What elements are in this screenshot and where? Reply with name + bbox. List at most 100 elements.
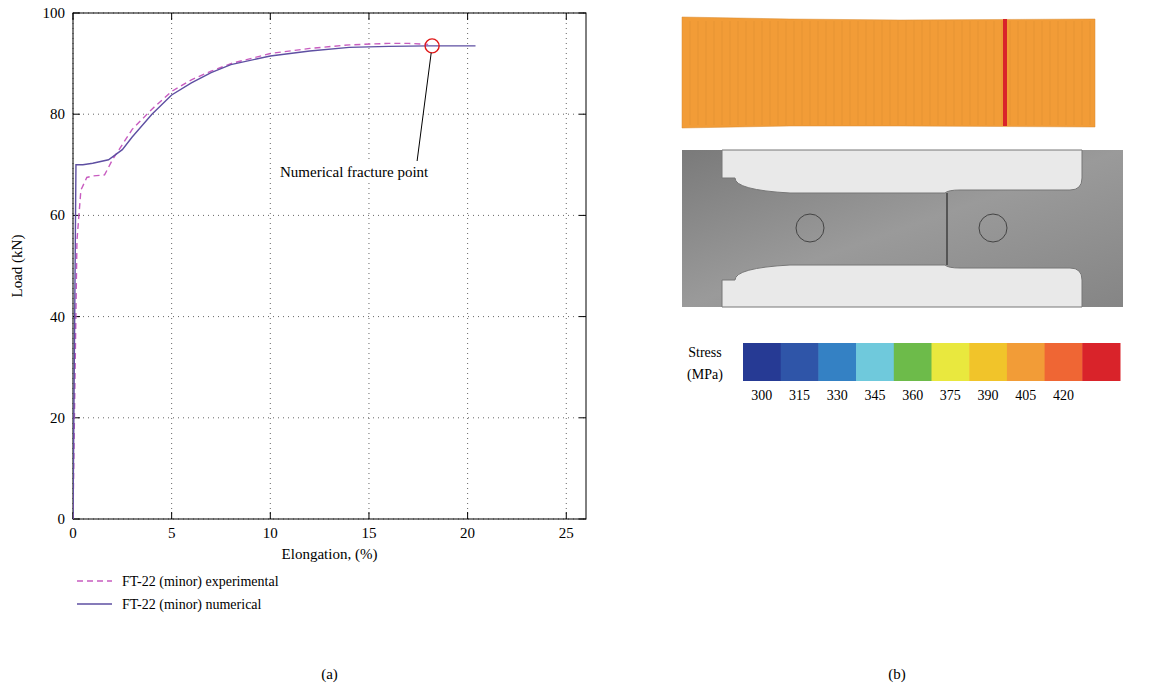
colorbar-cell [894, 343, 932, 381]
tick-label-y: 80 [50, 106, 65, 122]
tick-y [579, 215, 586, 216]
colorbar-cell [781, 343, 819, 381]
mesh-line [906, 21, 907, 125]
tick-label-x: 20 [460, 525, 475, 541]
panel-a: 0510152025020406080100Elongation, (%)Loa… [9, 5, 586, 683]
mesh-line [898, 21, 899, 125]
mesh-line [1026, 21, 1027, 125]
mesh-line [1074, 21, 1075, 125]
colorbar-cell [1082, 343, 1120, 381]
y-axis-title: Load (kN) [9, 235, 26, 298]
mesh-line [698, 21, 699, 125]
mesh-line [890, 21, 891, 125]
photo-circle [796, 214, 824, 242]
mesh-line [778, 21, 779, 125]
annotation-text: Numerical fracture point [280, 164, 429, 180]
tick-x [467, 13, 468, 20]
mesh-line [946, 21, 947, 125]
mesh-line [1010, 21, 1011, 125]
colorbar-tick-label: 315 [789, 388, 810, 403]
mesh-line [794, 21, 795, 125]
series-line [73, 43, 428, 519]
mesh-line [746, 21, 747, 125]
colorbar-tick-label: 360 [902, 388, 923, 403]
tick-x [566, 512, 567, 519]
tick-label-y: 40 [50, 309, 65, 325]
colorbar-tick-label: 390 [978, 388, 999, 403]
tick-label-x: 15 [361, 525, 376, 541]
colorbar-tick-label: 405 [1015, 388, 1036, 403]
mesh-line [754, 21, 755, 125]
tick-label-x: 5 [168, 525, 176, 541]
tick-y [579, 519, 586, 520]
tick-y [579, 316, 586, 317]
mesh-line [762, 21, 763, 125]
colorbar-tick-label: 345 [864, 388, 885, 403]
series-group [73, 43, 476, 519]
mesh-line [874, 21, 875, 125]
grid-line-x [171, 13, 172, 519]
photo [682, 150, 1123, 307]
grid-line-y [73, 316, 586, 317]
annotation-leader [417, 53, 431, 161]
tick-x [368, 512, 369, 519]
tick-x [171, 13, 172, 20]
mesh-line [1066, 21, 1067, 125]
mesh-line [706, 21, 707, 125]
tick-x [270, 512, 271, 519]
grid-line-y [73, 114, 586, 115]
tick-x [368, 13, 369, 20]
fracture-line [1003, 19, 1007, 126]
legend-label: FT-22 (minor) experimental [122, 574, 279, 590]
colorbar-tick-label: 375 [940, 388, 961, 403]
mesh-line [962, 21, 963, 125]
mesh-line [834, 21, 835, 125]
colorbar-title: Stress [688, 345, 721, 360]
mesh-line [986, 21, 987, 125]
tick-label-x: 25 [559, 525, 574, 541]
figure: 0510152025020406080100Elongation, (%)Loa… [0, 0, 1154, 689]
mesh-line [938, 21, 939, 125]
mesh-line [1082, 21, 1083, 125]
photo-clamp-top [722, 150, 1082, 193]
mesh-line [730, 21, 731, 125]
tick-x [270, 13, 271, 20]
grid-line-x [368, 13, 369, 519]
tick-y [73, 13, 80, 14]
legend-swatch [77, 580, 112, 581]
tick-x [566, 13, 567, 20]
colorbar-cell [818, 343, 856, 381]
colorbar-cell [1007, 343, 1045, 381]
tick-y [579, 417, 586, 418]
mesh-line [786, 21, 787, 125]
x-axis-title: Elongation, (%) [282, 546, 378, 563]
mesh-line [866, 21, 867, 125]
grid-line-x [270, 13, 271, 519]
photo-clamp-bottom [722, 265, 1082, 307]
colorbar-cell [932, 343, 970, 381]
tick-y [579, 13, 586, 14]
series-line [73, 46, 476, 519]
tick-label-y: 0 [58, 511, 66, 527]
mesh-line [882, 21, 883, 125]
photo-circle [979, 214, 1007, 242]
mesh-line [842, 21, 843, 125]
tick-y [73, 114, 80, 115]
mesh-line [714, 21, 715, 125]
legend-label: FT-22 (minor) numerical [122, 597, 262, 613]
legend-swatch [77, 603, 112, 604]
mesh-line [802, 21, 803, 125]
panel-b: 300315330345360375390405420Stress(MPa)(b… [682, 17, 1123, 683]
tick-y [579, 114, 586, 115]
grid-line-x [467, 13, 468, 519]
mesh-line [1058, 21, 1059, 125]
grid-line-x [566, 13, 567, 519]
mesh-line [1090, 21, 1091, 125]
tick-x [73, 13, 74, 20]
colorbar-cell [969, 343, 1007, 381]
annotation-marker [425, 39, 439, 53]
mesh-line [922, 21, 923, 125]
colorbar-title: (MPa) [687, 367, 723, 383]
colorbar-cell [1045, 343, 1083, 381]
colorbar-cell [743, 343, 781, 381]
